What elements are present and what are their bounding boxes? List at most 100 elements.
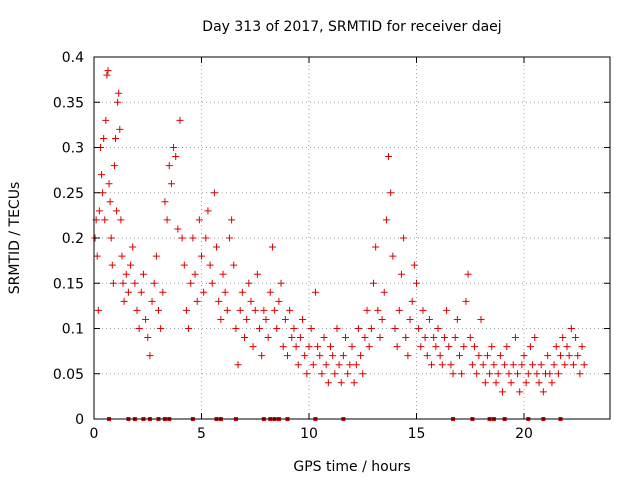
data-point <box>117 216 125 224</box>
data-point <box>440 334 448 342</box>
data-point <box>344 370 352 378</box>
data-point <box>182 306 190 314</box>
data-point <box>178 234 186 242</box>
data-point <box>301 352 309 360</box>
data-point <box>176 116 184 124</box>
data-point <box>93 252 101 260</box>
y-tick-label: 0.05 <box>53 367 84 383</box>
data-point <box>544 352 552 360</box>
data-point <box>99 189 107 197</box>
y-tick-label: 0.15 <box>53 276 84 292</box>
data-point <box>303 370 311 378</box>
data-point <box>567 325 575 332</box>
data-point <box>511 334 519 342</box>
data-point <box>148 297 156 305</box>
data-point <box>161 198 169 206</box>
data-point <box>417 343 425 351</box>
data-point <box>311 288 319 296</box>
data-point <box>539 388 547 396</box>
data-point <box>346 361 354 369</box>
data-point <box>331 370 339 378</box>
data-point <box>397 270 405 278</box>
data-point <box>505 370 513 378</box>
data-point <box>576 370 584 378</box>
x-axis-label: GPS time / hours <box>293 459 410 475</box>
data-point <box>565 352 573 360</box>
data-point <box>456 352 463 360</box>
data-point <box>535 379 543 387</box>
data-point <box>460 343 468 351</box>
data-point <box>387 189 395 197</box>
data-point <box>428 361 436 369</box>
data-point <box>223 306 231 314</box>
data-point <box>112 134 119 142</box>
data-point <box>561 361 569 369</box>
data-point <box>370 279 377 287</box>
data-point <box>113 207 121 215</box>
data-point <box>234 361 242 369</box>
data-point <box>389 252 397 260</box>
data-point <box>139 270 147 278</box>
data-point <box>415 325 423 332</box>
data-point <box>204 207 212 215</box>
data-point <box>157 325 165 332</box>
data-point <box>94 306 102 314</box>
data-point <box>288 334 296 342</box>
data-point <box>342 334 350 342</box>
data-point <box>531 334 539 342</box>
data-point <box>243 315 251 323</box>
data-point <box>206 261 214 269</box>
data-point <box>260 306 268 314</box>
data-point <box>563 343 571 351</box>
data-point <box>281 315 289 323</box>
data-point <box>499 388 506 396</box>
data-point <box>163 216 171 224</box>
data-point <box>374 306 382 314</box>
data-point <box>432 343 440 351</box>
data-point <box>436 352 444 360</box>
data-point <box>273 325 281 332</box>
data-point <box>230 261 238 269</box>
data-point <box>391 325 399 332</box>
data-point <box>256 325 264 332</box>
data-point <box>307 325 315 332</box>
data-point <box>101 216 109 224</box>
data-point <box>213 243 221 251</box>
y-axis-label: SRMTID / TECUs <box>7 182 23 295</box>
data-point <box>537 361 545 369</box>
y-tick-label: 0.1 <box>62 322 84 338</box>
data-point <box>520 352 528 360</box>
data-point <box>572 334 580 342</box>
data-point <box>468 361 476 369</box>
data-point <box>322 361 330 369</box>
data-point <box>357 352 365 360</box>
data-point <box>238 288 246 296</box>
data-point <box>494 370 502 378</box>
y-tick-label: 0.3 <box>62 141 84 157</box>
data-point <box>262 315 270 323</box>
data-point <box>406 315 414 323</box>
data-point <box>492 379 500 387</box>
data-point <box>251 306 259 314</box>
data-point <box>404 352 412 360</box>
data-point <box>423 352 431 360</box>
data-point <box>258 352 266 360</box>
data-point <box>277 279 285 287</box>
data-point <box>526 343 534 351</box>
x-tick-label: 5 <box>197 426 206 442</box>
data-point <box>501 361 509 369</box>
data-point <box>309 361 317 369</box>
data-point <box>174 225 182 233</box>
data-point <box>524 370 532 378</box>
data-point <box>305 343 313 351</box>
data-point <box>350 379 358 387</box>
data-point <box>215 297 223 305</box>
data-point <box>98 171 106 179</box>
y-tick-label: 0.4 <box>62 50 84 66</box>
data-point <box>129 243 137 251</box>
data-point <box>522 379 530 387</box>
data-point <box>574 352 582 360</box>
data-point <box>438 361 446 369</box>
data-point <box>118 252 126 260</box>
